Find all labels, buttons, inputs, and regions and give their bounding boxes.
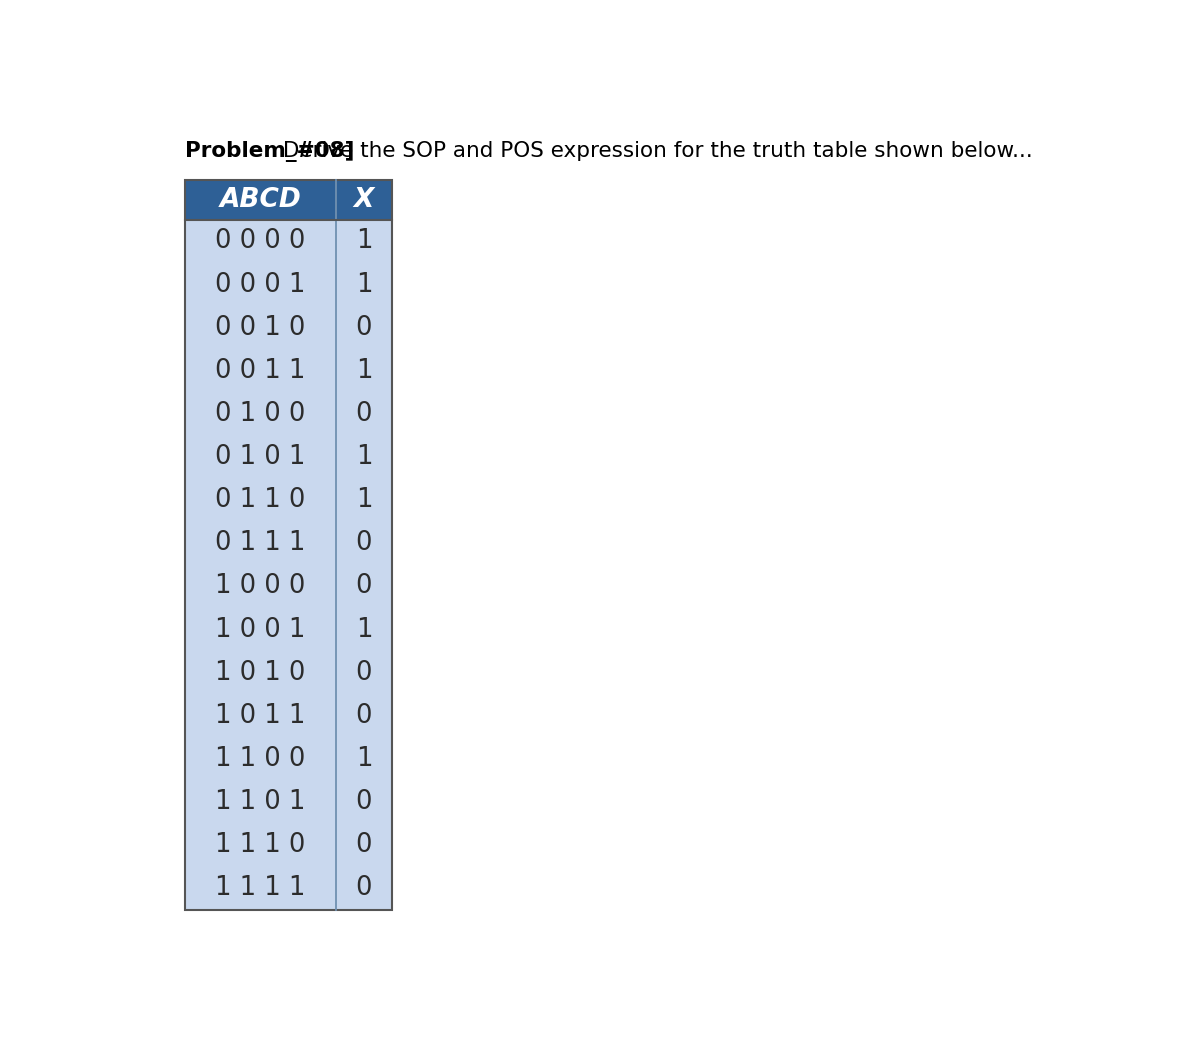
Text: ABCD: ABCD: [220, 187, 301, 213]
Text: 1: 1: [355, 358, 372, 384]
Text: 0: 0: [355, 789, 372, 815]
Text: 0: 0: [355, 660, 372, 685]
Text: 1 0 1 0: 1 0 1 0: [215, 660, 306, 685]
Text: 0: 0: [355, 401, 372, 427]
Text: 0 1 1 1: 0 1 1 1: [215, 530, 306, 556]
Text: 1: 1: [355, 746, 372, 772]
Text: 0 1 1 0: 0 1 1 0: [215, 487, 306, 513]
Text: 1: 1: [355, 487, 372, 513]
Text: 1: 1: [355, 228, 372, 254]
Text: 1 0 1 1: 1 0 1 1: [215, 703, 306, 729]
Text: 0 0 0 0: 0 0 0 0: [215, 228, 306, 254]
Text: 0 0 1 0: 0 0 1 0: [215, 314, 306, 341]
Text: 1 0 0 0: 1 0 0 0: [215, 573, 306, 599]
Text: X: X: [354, 187, 374, 213]
Text: 0: 0: [355, 832, 372, 859]
Text: 0 0 0 1: 0 0 0 1: [215, 272, 306, 298]
Text: 1: 1: [355, 617, 372, 643]
Text: 1 1 1 1: 1 1 1 1: [215, 875, 306, 901]
Text: Problem_#08]: Problem_#08]: [185, 141, 354, 163]
Text: 0 0 1 1: 0 0 1 1: [215, 358, 306, 384]
Text: 1: 1: [355, 444, 372, 470]
Text: 1: 1: [355, 272, 372, 298]
Bar: [185, 220, 391, 909]
Text: 1 0 0 1: 1 0 0 1: [215, 617, 306, 643]
Bar: [185, 179, 391, 220]
Text: 0 1 0 0: 0 1 0 0: [215, 401, 306, 427]
Text: 0: 0: [355, 703, 372, 729]
Text: 0: 0: [355, 314, 372, 341]
Text: 1 1 1 0: 1 1 1 0: [215, 832, 306, 859]
Text: 0: 0: [355, 573, 372, 599]
Text: Derive the SOP and POS expression for the truth table shown below...: Derive the SOP and POS expression for th…: [276, 141, 1033, 162]
Text: 1 1 0 0: 1 1 0 0: [215, 746, 306, 772]
Text: 0: 0: [355, 530, 372, 556]
Text: 1 1 0 1: 1 1 0 1: [215, 789, 306, 815]
Bar: [185, 179, 391, 909]
Text: 0: 0: [355, 875, 372, 901]
Text: 0 1 0 1: 0 1 0 1: [215, 444, 306, 470]
